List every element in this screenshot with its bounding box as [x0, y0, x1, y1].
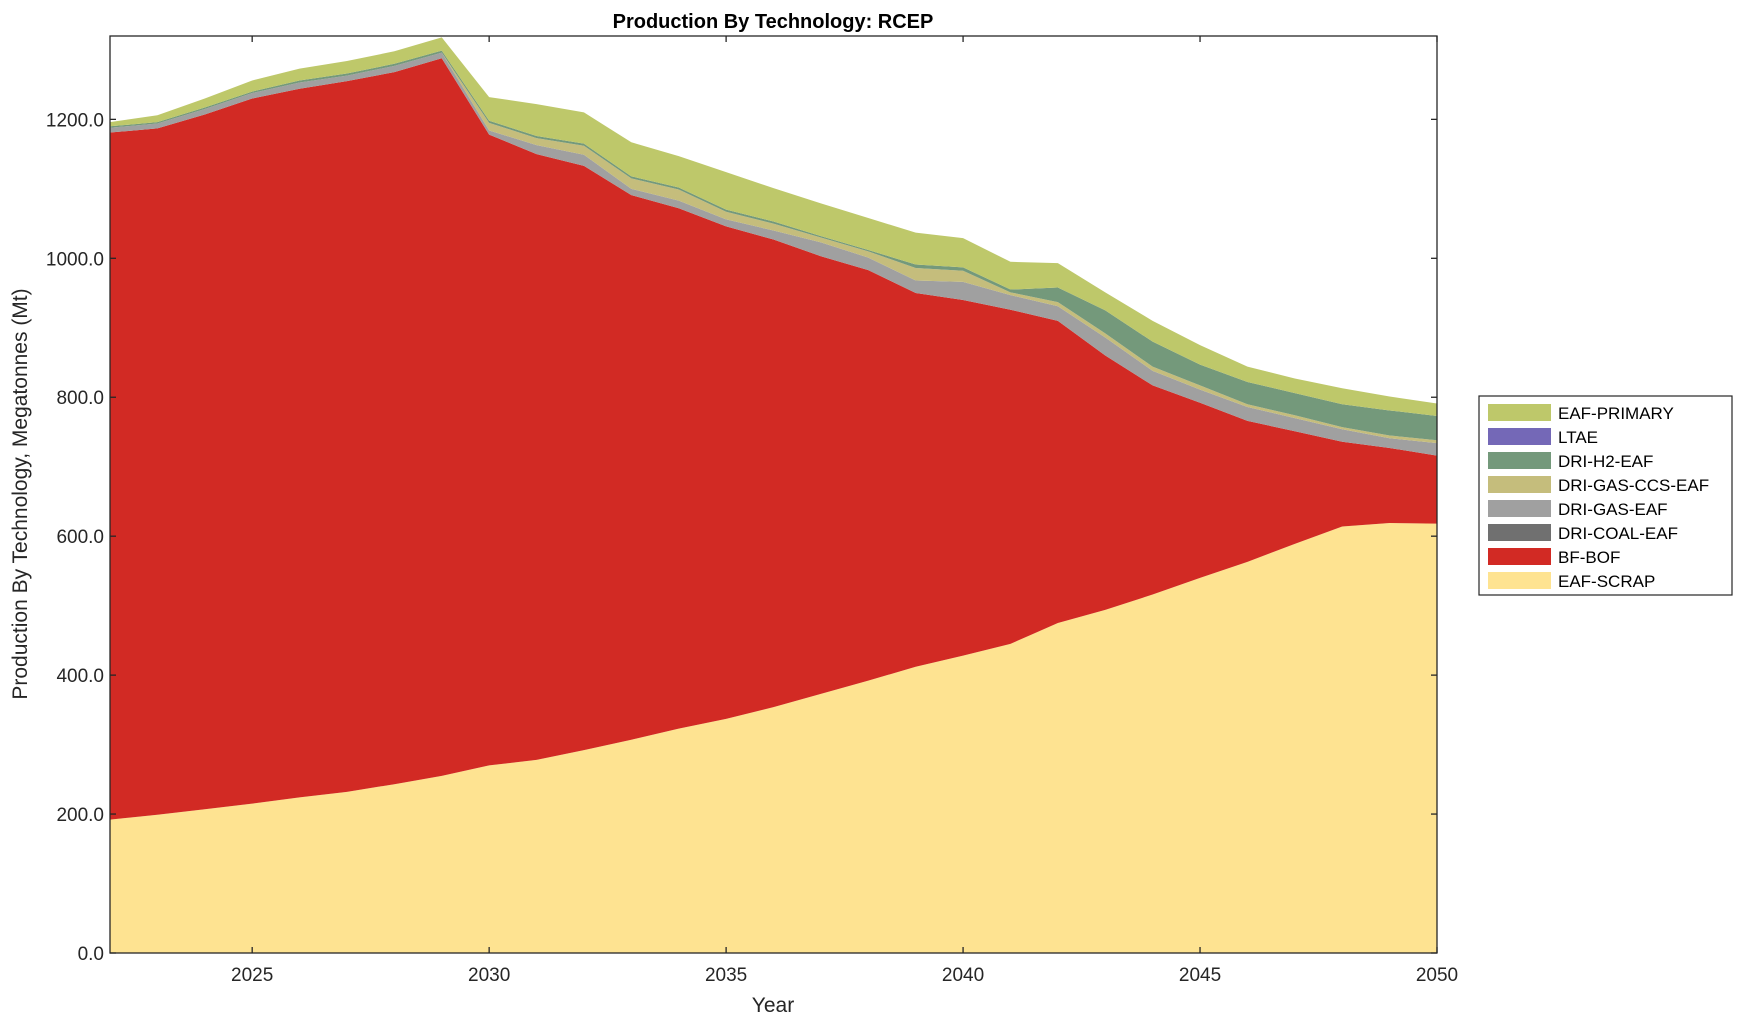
legend-swatch — [1488, 500, 1551, 517]
y-tick-label: 600.0 — [56, 527, 104, 548]
legend-item: DRI-H2-EAF — [1488, 452, 1653, 471]
legend-item: DRI-GAS-EAF — [1488, 500, 1668, 519]
legend-item: DRI-GAS-CCS-EAF — [1488, 476, 1709, 495]
legend-swatch — [1488, 404, 1551, 421]
x-tick-label: 2050 — [1416, 965, 1458, 986]
legend-label: EAF-SCRAP — [1558, 572, 1655, 591]
x-axis-label: Year — [752, 994, 794, 1017]
y-axis-label: Production By Technology, Megatonnes (Mt… — [9, 288, 32, 699]
legend: EAF-PRIMARY LTAE DRI-H2-EAF DRI-GAS-CCS-EAF… — [1478, 395, 1733, 596]
x-tick-label: 2030 — [468, 965, 510, 986]
legend-swatch — [1488, 452, 1551, 469]
area-dri-h2-eaf — [110, 50, 1437, 441]
y-tick-label: 400.0 — [56, 666, 104, 687]
legend-swatch — [1488, 428, 1551, 445]
legend-item: BF-BOF — [1488, 548, 1620, 567]
x-tick-label: 2040 — [942, 965, 984, 986]
y-tick-label: 1000.0 — [46, 249, 104, 270]
legend-label: DRI-H2-EAF — [1558, 452, 1653, 471]
legend-item: LTAE — [1488, 428, 1598, 447]
legend-swatch — [1488, 476, 1551, 493]
y-tick-label: 0.0 — [78, 944, 104, 965]
axis-ticks: 2025 2030 2035 2040 2045 2050 0.0 200.0 400.0 600… — [46, 36, 1458, 986]
legend-label: EAF-PRIMARY — [1558, 404, 1674, 423]
legend-swatch — [1488, 524, 1551, 541]
x-tick-label: 2035 — [705, 965, 747, 986]
y-tick-label: 800.0 — [56, 388, 104, 409]
area-dri-gas-eaf — [110, 52, 1437, 456]
legend-swatch — [1488, 572, 1551, 589]
legend-label: DRI-GAS-CCS-EAF — [1558, 476, 1709, 495]
area-bf-bof — [110, 58, 1437, 820]
legend-swatch — [1488, 548, 1551, 565]
area-eaf-scrap — [110, 522, 1437, 953]
legend-label: LTAE — [1558, 428, 1598, 447]
legend-item: EAF-SCRAP — [1488, 572, 1655, 591]
x-tick-label: 2045 — [1179, 965, 1221, 986]
y-tick-label: 200.0 — [56, 805, 104, 826]
legend-label: DRI-COAL-EAF — [1558, 524, 1678, 543]
legend-label: DRI-GAS-EAF — [1558, 500, 1668, 519]
x-tick-label: 2025 — [231, 965, 273, 986]
legend-item: DRI-COAL-EAF — [1488, 524, 1678, 543]
legend-item: EAF-PRIMARY — [1488, 404, 1674, 423]
legend-label: BF-BOF — [1558, 548, 1620, 567]
stacked-areas — [110, 37, 1437, 953]
axes-frame — [109, 35, 1438, 954]
chart-title: Production By Technology: RCEP — [613, 11, 934, 33]
y-tick-label: 1200.0 — [46, 110, 104, 131]
